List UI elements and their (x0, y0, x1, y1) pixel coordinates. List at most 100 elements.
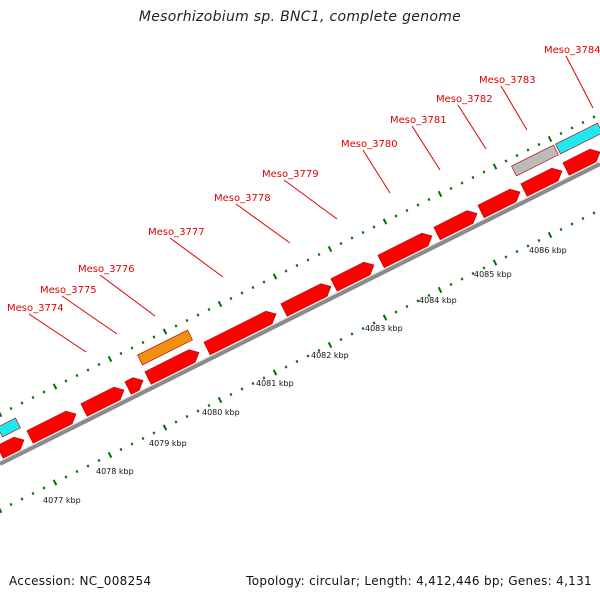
tick-mark (272, 273, 278, 280)
rna-feature (555, 122, 600, 155)
tick-mark (0, 507, 3, 514)
tick-mark (592, 115, 596, 119)
tick-mark (42, 390, 46, 394)
tick-mark (317, 348, 321, 353)
tick-mark (449, 282, 453, 287)
cds-feature (433, 210, 478, 241)
tick-mark (437, 190, 443, 198)
tick-mark (107, 451, 113, 459)
gene-label: Meso_3780 (341, 139, 398, 150)
tick-mark (141, 340, 145, 345)
kbp-label: 4081 kbp (256, 379, 294, 388)
tick-mark (471, 271, 475, 276)
tick-mark (339, 337, 343, 342)
gene-leader-line (565, 55, 594, 109)
tick-mark (405, 304, 409, 309)
tick-mark (372, 225, 376, 229)
tick-mark (350, 332, 354, 336)
tick-mark (75, 469, 79, 474)
tick-mark (141, 436, 145, 441)
cds-feature (124, 377, 144, 395)
tick-mark (130, 346, 134, 350)
cds-feature (280, 283, 332, 317)
cds-feature (330, 261, 375, 292)
kbp-label: 4077 kbp (43, 496, 81, 505)
tick-mark (42, 486, 46, 490)
accession-text: Accession: NC_008254 (9, 574, 152, 588)
gene-leader-line (61, 295, 118, 335)
tick-mark (174, 324, 178, 328)
tick-mark (482, 266, 486, 270)
tick-mark (52, 479, 58, 486)
tick-mark (207, 403, 211, 408)
tick-mark (295, 263, 299, 268)
tick-mark (437, 286, 443, 294)
tick-mark (515, 153, 519, 158)
tick-mark (262, 376, 266, 380)
feature-track (0, 122, 600, 459)
tick-mark (416, 203, 420, 207)
tick-mark (394, 214, 398, 218)
genome-summary: Topology: circular; Length: 4,412,446 bp… (246, 574, 592, 588)
kbp-label: 4084 kbp (419, 296, 457, 305)
kbp-label: 4080 kbp (202, 408, 240, 417)
tick-mark (570, 222, 574, 226)
tick-mark (394, 310, 398, 314)
cds-feature (203, 310, 277, 356)
tick-mark (581, 216, 585, 221)
tick-mark (240, 387, 244, 391)
tick-mark (9, 406, 13, 411)
tick-mark (327, 341, 333, 349)
tick-mark (97, 362, 101, 367)
tick-mark (284, 269, 288, 273)
tick-mark (162, 328, 168, 335)
gene-leader-line (99, 274, 156, 317)
kbp-label: 4082 kbp (311, 351, 349, 360)
gene-label: Meso_3781 (390, 115, 447, 126)
tick-mark (207, 307, 211, 312)
tick-mark (31, 491, 35, 496)
tick-mark (185, 414, 189, 419)
kbp-label: 4078 kbp (96, 467, 134, 476)
backbone (0, 160, 600, 466)
map-title: Mesorhizobium sp. BNC1, complete genome (138, 9, 462, 25)
tick-mark (427, 197, 431, 202)
cds-feature (562, 148, 600, 176)
tick-mark (64, 379, 68, 383)
tick-mark (152, 335, 156, 339)
tick-mark (339, 241, 343, 246)
tick-mark (306, 354, 310, 358)
gene-label: Meso_3777 (148, 227, 205, 238)
tick-mark (251, 381, 255, 386)
gene-label: Meso_3782 (436, 94, 493, 105)
kbp-label: 4086 kbp (529, 246, 567, 255)
gene-leader-line (362, 149, 391, 194)
tick-mark (130, 442, 134, 446)
tick-mark (559, 131, 563, 136)
tick-mark (97, 458, 101, 463)
tick-mark (284, 365, 288, 369)
tick-mark (20, 497, 24, 501)
tick-mark (547, 231, 553, 239)
gene-leader-line (169, 237, 224, 278)
tick-mark (547, 135, 553, 143)
tick-mark (119, 351, 123, 356)
tick-mark (537, 238, 541, 243)
tick-mark (295, 359, 299, 364)
kbp-label: 4079 kbp (149, 439, 187, 448)
kbp-label: 4083 kbp (365, 324, 403, 333)
tick-mark (350, 236, 354, 240)
gene-leader-line (28, 313, 87, 353)
cds-feature (520, 167, 563, 197)
gene-label: Meso_3775 (40, 285, 97, 296)
tick-mark (107, 355, 113, 363)
tick-mark (361, 230, 365, 235)
tick-mark (217, 300, 223, 308)
tick-mark (217, 396, 223, 404)
tick-mark (86, 368, 90, 372)
tick-mark (537, 142, 541, 147)
kbp-label: 4085 kbp (474, 270, 512, 279)
gene-label: Meso_3779 (262, 169, 319, 180)
tick-mark (0, 411, 3, 418)
tick-mark (492, 163, 498, 170)
